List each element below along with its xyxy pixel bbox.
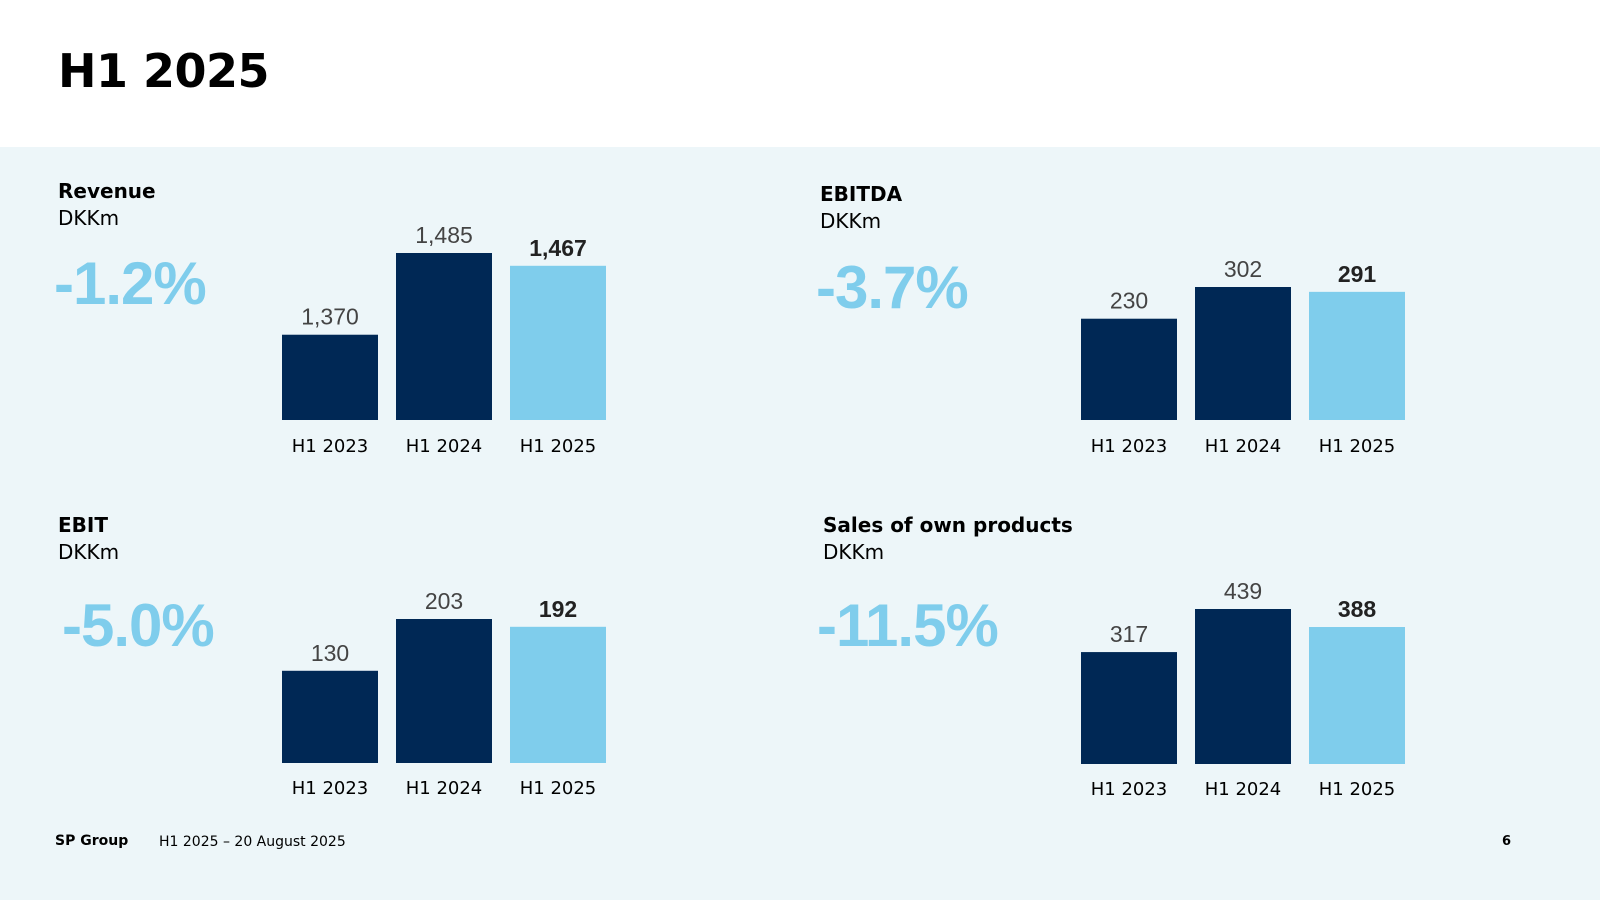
ebit-category-label-h1-2023: H1 2023 (292, 778, 369, 799)
sales-of-own-products-value-label-h1-2025: 388 (1338, 596, 1377, 622)
ebitda-chart-title: EBITDA (820, 182, 903, 206)
footer-brand: SP Group (55, 833, 129, 849)
ebitda-bar-h1-2024 (1195, 287, 1291, 420)
revenue-change: -1.2% (54, 250, 207, 317)
ebit-value-label-h1-2025: 192 (539, 596, 577, 622)
ebitda-bar-h1-2023 (1081, 318, 1177, 420)
revenue-bar-h1-2024 (396, 253, 492, 420)
ebit-change: -5.0% (62, 592, 215, 659)
slide-title: H1 2025 (58, 44, 270, 98)
ebitda-change: -3.7% (816, 254, 969, 321)
ebit-category-label-h1-2024: H1 2024 (406, 778, 483, 799)
revenue-chart-title: Revenue (58, 179, 156, 203)
ebitda-category-label-h1-2024: H1 2024 (1205, 436, 1282, 457)
ebit-bar-h1-2024 (396, 619, 492, 763)
sales-of-own-products-bar-h1-2025 (1309, 627, 1405, 764)
sales-of-own-products-value-label-h1-2024: 439 (1224, 578, 1262, 604)
ebitda-chart-unit: DKKm (820, 209, 882, 233)
charts-panel (0, 147, 1600, 900)
ebitda-value-label-h1-2024: 302 (1224, 256, 1262, 282)
sales-of-own-products-bar-h1-2023 (1081, 652, 1177, 764)
sales-own-products-change: -11.5% (817, 592, 999, 659)
sales-of-own-products-value-label-h1-2023: 317 (1110, 621, 1148, 647)
ebit-chart-title: EBIT (58, 513, 108, 537)
page-number: 6 (1502, 834, 1512, 849)
sales-of-own-products-bar-h1-2024 (1195, 609, 1291, 764)
revenue-category-label-h1-2025: H1 2025 (520, 436, 597, 457)
revenue-bar-h1-2025 (510, 265, 606, 420)
revenue-category-label-h1-2024: H1 2024 (406, 436, 483, 457)
ebit-bar-h1-2023 (282, 670, 378, 763)
sales-own-products-chart-unit: DKKm (823, 540, 885, 564)
ebit-value-label-h1-2023: 130 (311, 640, 349, 666)
ebit-chart-unit: DKKm (58, 540, 120, 564)
ebitda-category-label-h1-2023: H1 2023 (1091, 436, 1168, 457)
sales-of-own-products-category-label-h1-2023: H1 2023 (1091, 779, 1168, 800)
revenue-value-label-h1-2025: 1,467 (529, 235, 587, 261)
sales-of-own-products-category-label-h1-2024: H1 2024 (1205, 779, 1282, 800)
footer-date-text: H1 2025 – 20 August 2025 (159, 834, 346, 850)
revenue-chart-unit: DKKm (58, 206, 120, 230)
revenue-bar-h1-2023 (282, 334, 378, 420)
ebit-category-label-h1-2025: H1 2025 (520, 778, 597, 799)
sales-own-products-chart-title: Sales of own products (823, 513, 1073, 537)
ebitda-value-label-h1-2025: 291 (1338, 261, 1377, 287)
revenue-value-label-h1-2023: 1,370 (301, 304, 359, 330)
ebitda-value-label-h1-2023: 230 (1110, 288, 1148, 314)
ebitda-bar-h1-2025 (1309, 291, 1405, 420)
ebit-bar-h1-2025 (510, 626, 606, 763)
revenue-value-label-h1-2024: 1,485 (415, 222, 473, 248)
ebit-value-label-h1-2024: 203 (425, 588, 463, 614)
sales-of-own-products-category-label-h1-2025: H1 2025 (1319, 779, 1396, 800)
ebitda-category-label-h1-2025: H1 2025 (1319, 436, 1396, 457)
revenue-category-label-h1-2023: H1 2023 (292, 436, 369, 457)
